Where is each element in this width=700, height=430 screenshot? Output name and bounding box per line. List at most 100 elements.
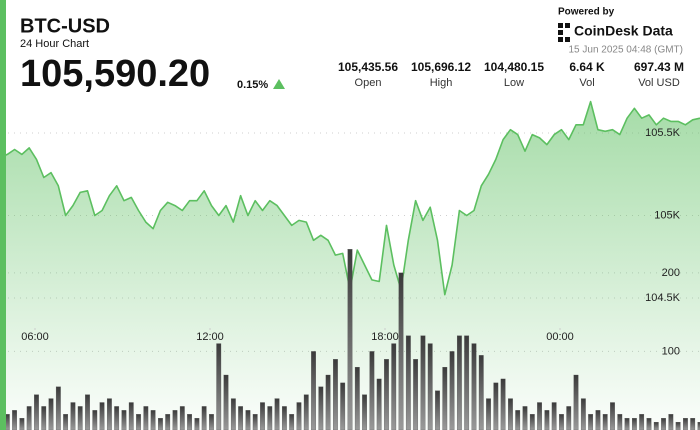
x-tick-label: 18:00 — [371, 331, 399, 343]
volume-bar — [624, 418, 630, 430]
y-tick-label: 105K — [654, 209, 680, 221]
volume-bar — [508, 398, 513, 430]
subtitle: 24 Hour Chart — [20, 38, 89, 50]
volume-bar — [121, 410, 127, 430]
volume-bar — [427, 343, 433, 430]
volume-bar — [303, 394, 309, 430]
volume-bar — [267, 406, 273, 430]
volume-bar — [252, 414, 258, 430]
marks — [0, 100, 700, 430]
y-tick-label: 105.5K — [645, 127, 681, 139]
volume-bar — [420, 335, 426, 430]
volume-bar — [602, 414, 608, 430]
volume-bar — [77, 406, 83, 430]
up-arrow — [273, 79, 285, 89]
volume-bar — [12, 410, 17, 430]
volume-bar — [573, 374, 579, 430]
stat-value: 6.64 K — [569, 60, 605, 74]
volume-bar — [588, 414, 594, 430]
price: 105,590.20 — [20, 53, 210, 95]
volume-bar — [646, 418, 652, 430]
volume-bar — [369, 351, 375, 430]
volume-bar — [106, 398, 112, 430]
volume-bar — [478, 355, 484, 430]
volume-bar — [223, 374, 229, 430]
stat-label: Low — [504, 77, 524, 89]
brand: CoinDesk Data — [574, 23, 673, 39]
y-tick-label: 104.5K — [645, 292, 681, 304]
symbol: BTC-USD — [20, 15, 110, 37]
volume-bar — [158, 418, 163, 430]
volume-bar — [486, 398, 491, 430]
volume-bar — [325, 374, 331, 430]
volume-bar — [150, 410, 156, 430]
volume-bar — [136, 414, 141, 430]
change: 0.15% — [237, 79, 268, 91]
volume-bar — [143, 406, 149, 430]
volume-bar — [595, 410, 601, 430]
plot-area: 104.5K 105K 105.5K 100 200 06:00 12:00 18:00 00:… — [0, 100, 700, 430]
volume-bar — [391, 343, 397, 430]
volume-bar — [493, 382, 499, 430]
volume-bar — [340, 382, 346, 430]
volume-bar — [26, 406, 32, 430]
volume-bar — [500, 378, 506, 430]
volume-bar — [683, 418, 688, 430]
x-tick-label: 06:00 — [21, 331, 49, 343]
volume-bar — [413, 359, 419, 430]
volume-bar — [318, 386, 324, 430]
volume-bar — [449, 351, 455, 430]
volume-bar — [435, 390, 440, 430]
volume-bar — [544, 410, 550, 430]
stat-value: 105,696.12 — [411, 60, 471, 74]
volume-bar — [580, 398, 586, 430]
volume-bar — [661, 418, 666, 430]
x-tick-label: 00:00 — [546, 331, 574, 343]
volume-bar — [456, 335, 462, 430]
stat-value: 105,435.56 — [338, 60, 398, 74]
price-area — [0, 101, 700, 430]
timestamp: 15 Jun 2025 04:48 (GMT) — [568, 45, 683, 56]
volume-bar — [559, 414, 564, 430]
volume-bar — [675, 421, 681, 430]
volume-bar — [471, 343, 477, 430]
volume-bar — [405, 335, 411, 430]
volume-bar — [442, 366, 448, 430]
y2-tick-label: 200 — [662, 267, 680, 279]
stat-label: Vol — [579, 77, 594, 89]
volume-bar — [296, 402, 302, 430]
volume-bar — [179, 406, 185, 430]
volume-bar — [92, 410, 98, 430]
volume-bar — [209, 414, 214, 430]
powered-by: Powered by — [558, 7, 615, 18]
volume-bar — [333, 359, 338, 430]
volume-bar — [384, 359, 389, 430]
tick-labels: 104.5K 105K 105.5K 100 200 06:00 12:00 18:00 00:… — [21, 127, 680, 357]
volume-bar — [85, 394, 90, 430]
volume-bar — [515, 410, 521, 430]
volume-bar — [639, 414, 645, 430]
volume-bar — [274, 398, 280, 430]
volume-bar — [347, 249, 353, 430]
volume-bar — [529, 414, 535, 430]
volume-bar — [551, 402, 557, 430]
volume-bar — [238, 406, 244, 430]
volume-bar — [128, 402, 134, 430]
volume-bar — [34, 394, 39, 430]
volume-bar — [48, 398, 54, 430]
stat-value: 697.43 M — [634, 60, 684, 74]
volume-bar — [617, 414, 623, 430]
volume-bar — [99, 402, 105, 430]
volume-bar — [354, 366, 360, 430]
volume-bar — [230, 398, 236, 430]
volume-bar — [194, 418, 200, 430]
stats: 105,435.56 Open 105,696.12 High 104,480.15 Lo… — [338, 60, 684, 89]
volume-bar — [653, 421, 659, 430]
volume-bar — [114, 406, 120, 430]
volume-bar — [610, 402, 615, 430]
volume-bar — [690, 418, 696, 430]
volume-bar — [187, 414, 192, 430]
volume-bar — [63, 414, 69, 430]
stat-value: 104,480.15 — [484, 60, 544, 74]
